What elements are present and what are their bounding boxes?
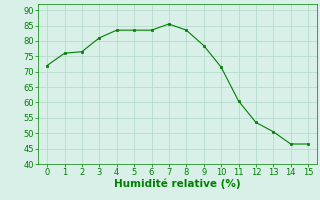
X-axis label: Humidité relative (%): Humidité relative (%) — [114, 179, 241, 189]
